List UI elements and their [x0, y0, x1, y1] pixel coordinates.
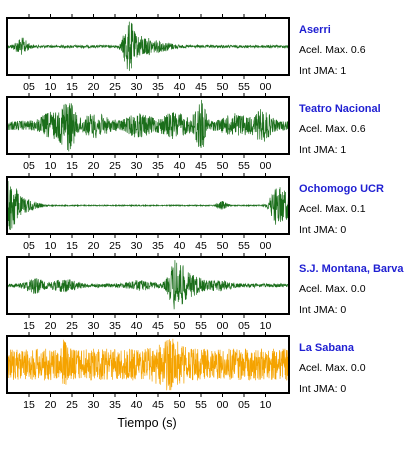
tick-label: 50: [217, 240, 229, 252]
panel-frame: [6, 96, 290, 155]
tick-label: 40: [131, 399, 143, 411]
panel-frame: [6, 256, 290, 315]
tick-label: 55: [238, 81, 250, 93]
jma-intensity: Int JMA: 1: [299, 65, 346, 77]
tick-label: 30: [131, 81, 143, 93]
tick-label: 50: [174, 399, 186, 411]
tick-label: 55: [238, 160, 250, 172]
tick-label: 50: [217, 160, 229, 172]
tick-label: 20: [45, 320, 57, 332]
station-name: Ochomogo UCR: [299, 183, 384, 195]
max-acceleration: Acel. Max. 0.1: [299, 203, 366, 215]
seismogram-panels: 05 10 15 20 25 30 35 40 45 50 55 00 Aserri Acel. Max.…: [6, 14, 404, 411]
tick-label: 45: [195, 160, 207, 172]
tick-label: 40: [174, 81, 186, 93]
waveform-line: [7, 338, 289, 391]
tick-label: 25: [109, 240, 121, 252]
jma-intensity: Int JMA: 0: [299, 304, 346, 316]
panel-frame: [6, 176, 290, 235]
panel-ticks: 15 20 25 30 35 40 45 50 55 00 05 10: [23, 253, 271, 332]
panel-3: 05 10 15 20 25 30 35 40 45 50 55 00 Ochomogo UCR Acel…: [6, 173, 384, 252]
tick-label: 15: [23, 320, 35, 332]
tick-label: 10: [45, 240, 57, 252]
tick-label: 55: [238, 240, 250, 252]
tick-label: 30: [131, 160, 143, 172]
tick-label: 35: [109, 399, 121, 411]
tick-label: 20: [88, 160, 100, 172]
panel-4: 15 20 25 30 35 40 45 50 55 00 05 10 S.J. Montana, Ba…: [6, 253, 404, 332]
tick-label: 05: [23, 81, 35, 93]
panel-ticks: 05 10 15 20 25 30 35 40 45 50 55 00: [23, 173, 271, 252]
tick-label: 35: [152, 81, 164, 93]
tick-label: 15: [66, 160, 78, 172]
tick-label: 35: [109, 320, 121, 332]
panel-ticks: 05 10 15 20 25 30 35 40 45 50 55 00: [23, 14, 271, 93]
tick-label: 20: [45, 399, 57, 411]
tick-label: 55: [195, 320, 207, 332]
waveform-line: [7, 21, 289, 71]
tick-label: 30: [131, 240, 143, 252]
tick-label: 45: [152, 320, 164, 332]
tick-label: 25: [109, 160, 121, 172]
tick-label: 10: [45, 160, 57, 172]
panel-5: 15 20 25 30 35 40 45 50 55 00 05 10 La Sabana Acel. M…: [6, 332, 366, 411]
tick-label: 50: [174, 320, 186, 332]
tick-label: 25: [66, 320, 78, 332]
tick-label: 10: [45, 81, 57, 93]
panel-frame: [6, 335, 290, 394]
max-acceleration: Acel. Max. 0.6: [299, 123, 366, 135]
tick-label: 45: [195, 81, 207, 93]
station-name: Aserri: [299, 24, 331, 36]
station-name: S.J. Montana, Barva: [299, 263, 404, 275]
tick-label: 15: [66, 81, 78, 93]
tick-label: 50: [217, 81, 229, 93]
tick-label: 35: [152, 160, 164, 172]
tick-label: 20: [88, 240, 100, 252]
waveform-line: [7, 260, 289, 310]
tick-label: 00: [217, 320, 229, 332]
tick-label: 25: [66, 399, 78, 411]
tick-label: 15: [23, 399, 35, 411]
station-name: Teatro Nacional: [299, 103, 381, 115]
jma-intensity: Int JMA: 0: [299, 383, 346, 395]
waveform-line: [7, 180, 289, 230]
tick-label: 00: [260, 240, 272, 252]
panel-ticks: 05 10 15 20 25 30 35 40 45 50 55 00: [23, 93, 271, 172]
panel-2: 05 10 15 20 25 30 35 40 45 50 55 00 Teatro Nacional A…: [6, 93, 381, 172]
tick-label: 45: [195, 240, 207, 252]
tick-label: 05: [23, 240, 35, 252]
tick-label: 40: [131, 320, 143, 332]
panel-1: 05 10 15 20 25 30 35 40 45 50 55 00 Aserri Acel. Max.…: [6, 14, 366, 93]
panel-ticks: 15 20 25 30 35 40 45 50 55 00 05 10: [23, 332, 271, 411]
panel-frame: [6, 17, 290, 76]
tick-label: 25: [109, 81, 121, 93]
tick-label: 35: [152, 240, 164, 252]
station-name: La Sabana: [299, 342, 355, 354]
max-acceleration: Acel. Max. 0.0: [299, 362, 366, 374]
jma-intensity: Int JMA: 0: [299, 224, 346, 236]
tick-label: 15: [66, 240, 78, 252]
max-acceleration: Acel. Max. 0.6: [299, 44, 366, 56]
tick-label: 30: [88, 399, 100, 411]
tick-label: 30: [88, 320, 100, 332]
tick-label: 55: [195, 399, 207, 411]
tick-label: 45: [152, 399, 164, 411]
max-acceleration: Acel. Max. 0.0: [299, 283, 366, 295]
tick-label: 20: [88, 81, 100, 93]
tick-label: 05: [23, 160, 35, 172]
tick-label: 05: [238, 399, 250, 411]
tick-label: 00: [260, 81, 272, 93]
waveform-line: [7, 99, 289, 152]
tick-label: 00: [260, 160, 272, 172]
jma-intensity: Int JMA: 1: [299, 144, 346, 156]
tick-label: 05: [238, 320, 250, 332]
tick-label: 40: [174, 160, 186, 172]
x-axis-label: Tiempo (s): [117, 416, 176, 430]
tick-label: 10: [260, 320, 272, 332]
tick-label: 40: [174, 240, 186, 252]
tick-label: 00: [217, 399, 229, 411]
tick-label: 10: [260, 399, 272, 411]
